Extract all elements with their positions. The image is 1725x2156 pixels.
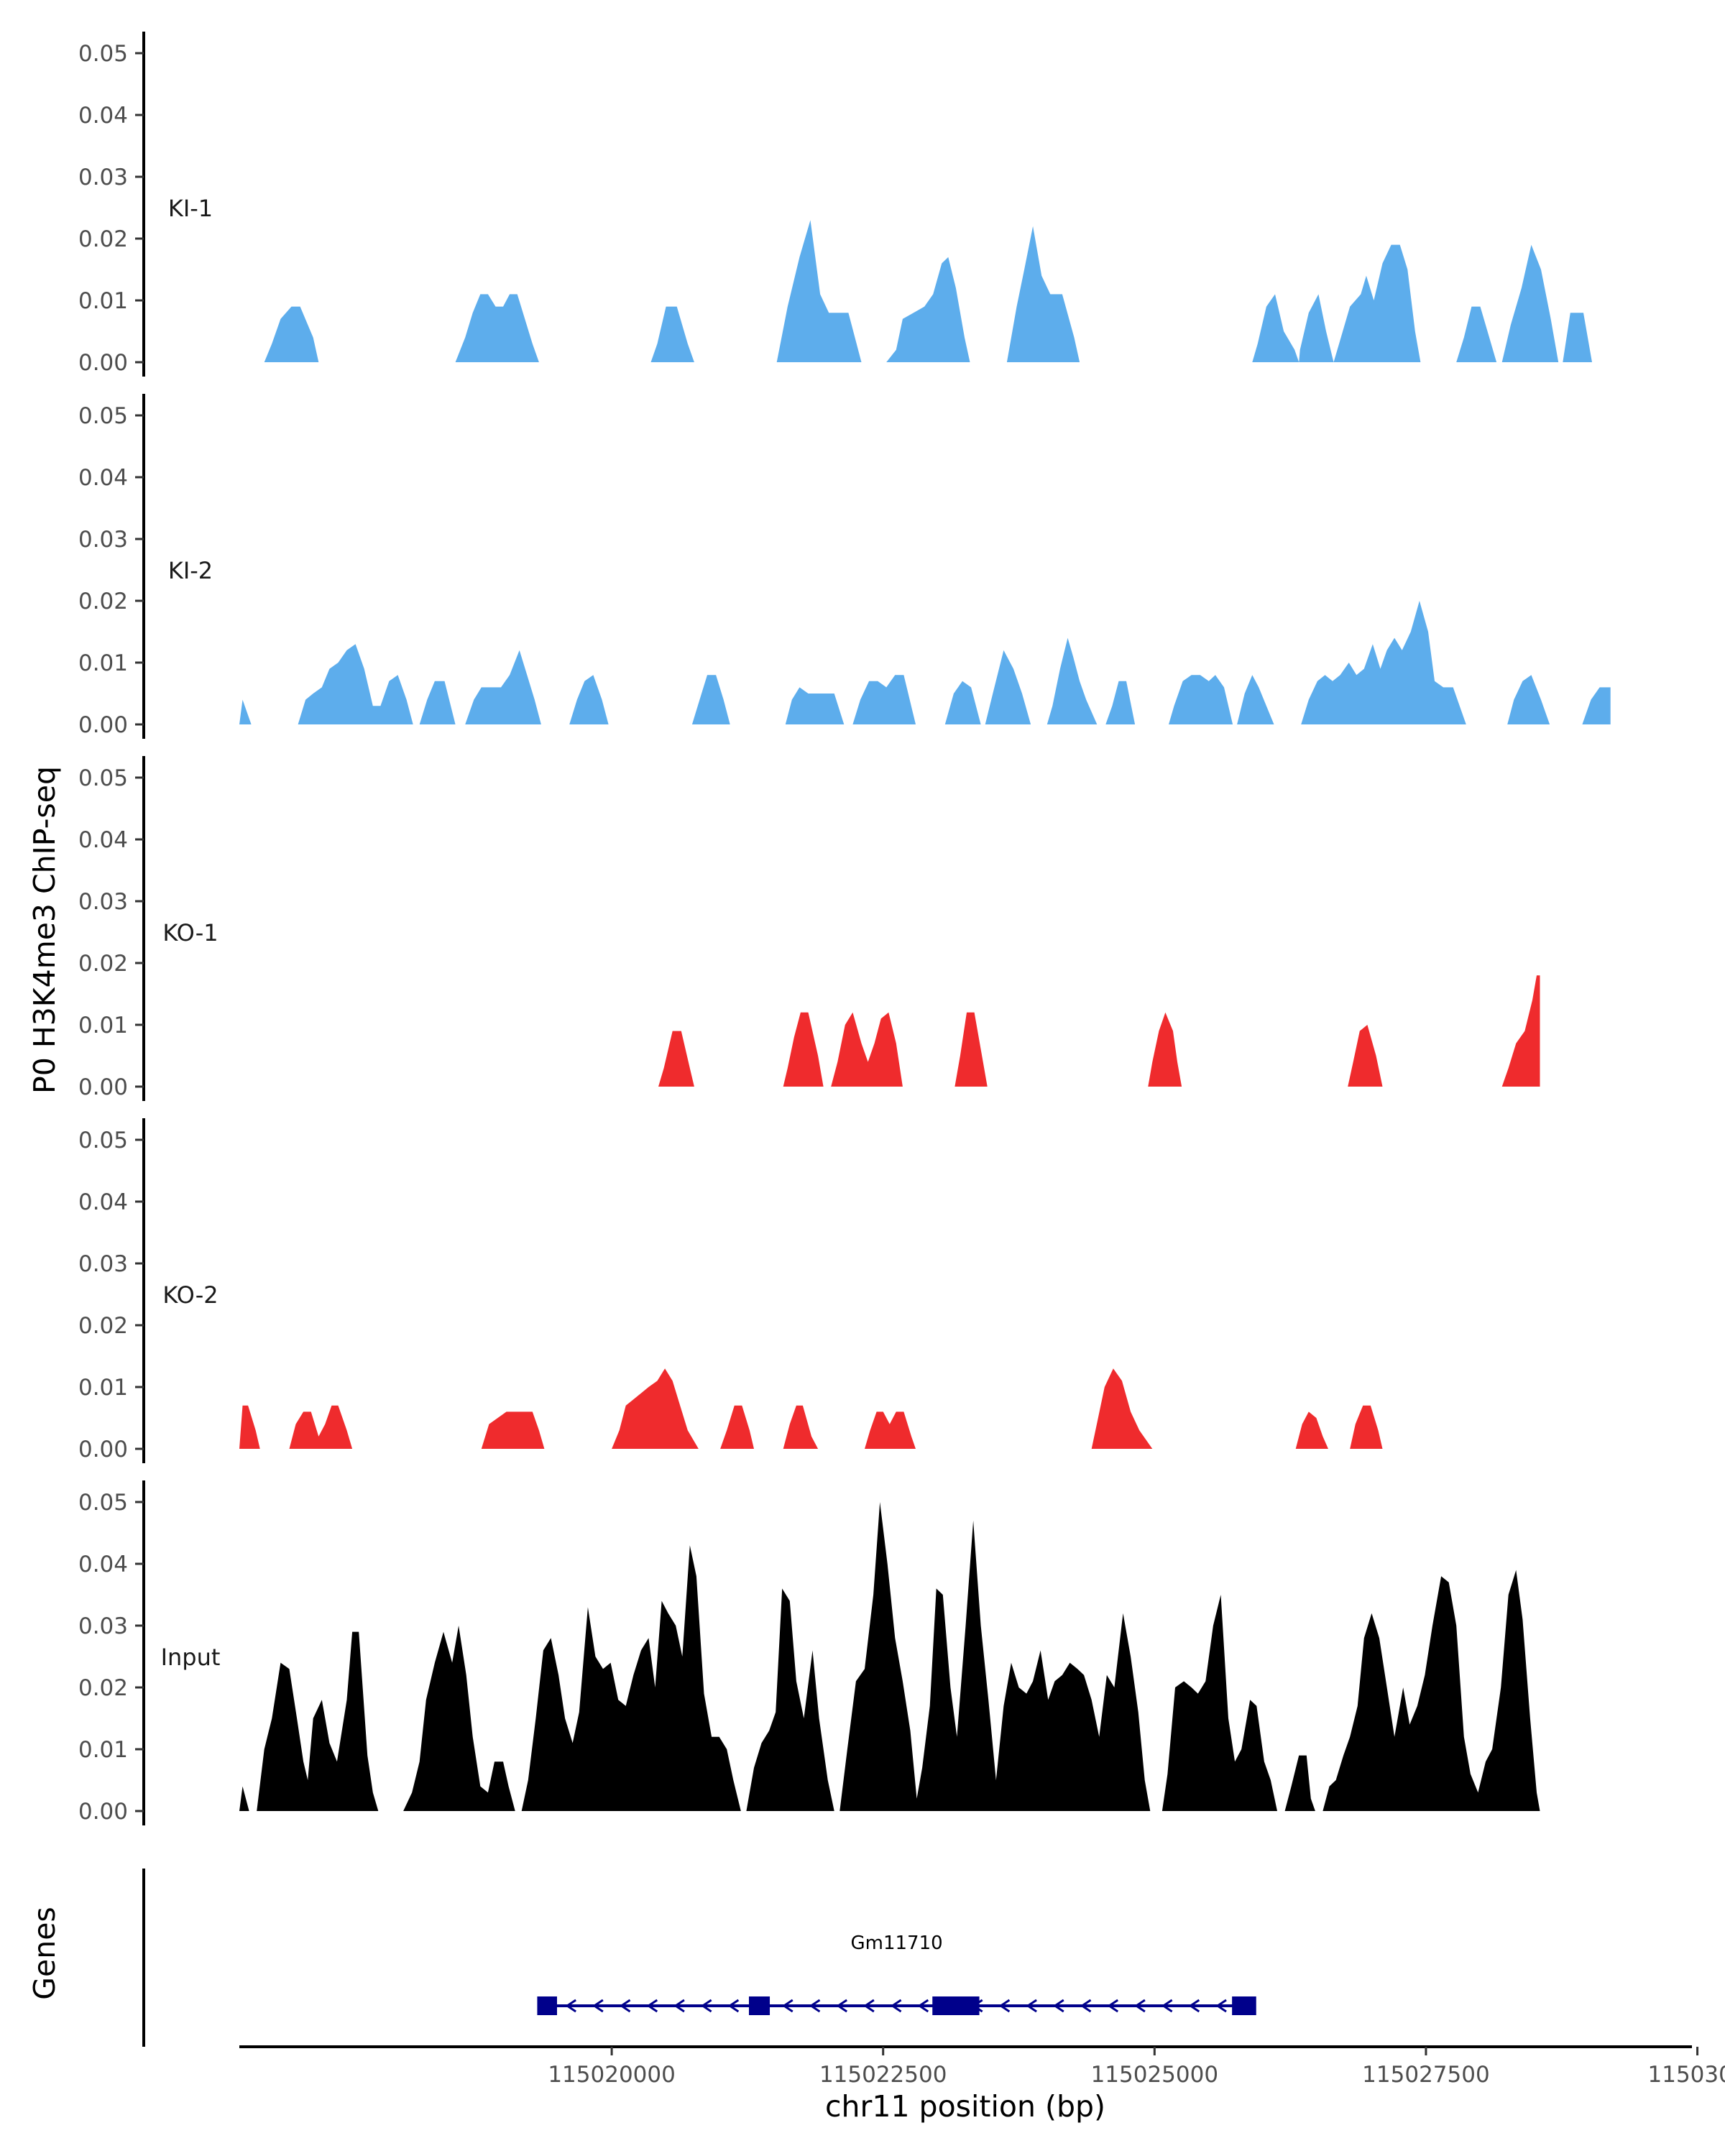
y-tick-label-ki-2-2: 0.02 (78, 589, 128, 614)
y-tick-label-ki-2-3: 0.03 (78, 527, 128, 553)
y-tick-label-input-2: 0.02 (78, 1675, 128, 1701)
gene-track-label: Genes (27, 1907, 62, 2000)
area-input (239, 1502, 1540, 1811)
track-input: 0.00 0.01 0.02 0.03 0.04 0.05 Input (78, 1480, 1540, 1825)
y-tick-label-ko-1-3: 0.03 (78, 889, 128, 915)
gene-strand-arrow (673, 1999, 685, 2013)
x-tick-label-4: 1150300 (1648, 2062, 1725, 2088)
x-axis-title: chr11 position (bp) (825, 2089, 1105, 2124)
y-tick-label-input-4: 0.04 (78, 1552, 128, 1577)
track-label-ko-2: KO-2 (162, 1281, 218, 1309)
x-tick-label-2: 115025000 (1091, 2062, 1219, 2088)
gene-strand-arrow (1107, 1999, 1119, 2013)
track-label-ko-1: KO-1 (162, 919, 218, 946)
gene-strand-arrow (1215, 1999, 1227, 2013)
y-tick-label-ko-1-2: 0.02 (78, 951, 128, 977)
gene-strand-arrow (809, 1999, 821, 2013)
gene-exon-1 (748, 1996, 770, 2015)
x-axis: 115020000 115022500 115025000 115027500 1150… (239, 2045, 1725, 2124)
x-tick-label-1: 115022500 (819, 2062, 947, 2088)
y-axis-title: P0 H3K4me3 ChIP-seq (27, 766, 62, 1094)
y-tick-label-ki-1-0: 0.00 (78, 350, 128, 376)
y-tick-label-ki-2-4: 0.04 (78, 465, 128, 491)
y-tick-label-ko-2-0: 0.00 (78, 1437, 128, 1462)
y-tick-label-ko-2-1: 0.01 (78, 1375, 128, 1401)
gene-exon-2 (932, 1996, 980, 2015)
y-tick-label-ki-2-5: 0.05 (78, 403, 128, 429)
gene-exon-3 (1232, 1996, 1256, 2015)
gene-strand-arrow (1080, 1999, 1092, 2013)
gene-track: Genes Gm11710 (27, 1869, 1256, 2047)
y-tick-label-input-1: 0.01 (78, 1737, 128, 1763)
gene-strand-arrow (1053, 1999, 1064, 2013)
area-ki-2 (239, 601, 1611, 724)
track-ko-1: 0.00 0.01 0.02 0.03 0.04 0.05 KO-1 (78, 756, 1540, 1101)
y-tick-label-ki-1-5: 0.05 (78, 41, 128, 67)
gene-strand-arrow (619, 1999, 631, 2013)
track-ki-1: 0.00 0.01 0.02 0.03 0.04 0.05 KI-1 (78, 32, 1593, 377)
gene-strand-arrow (1188, 1999, 1200, 2013)
y-tick-label-ko-1-4: 0.04 (78, 827, 128, 853)
gene-strand-arrow (727, 1999, 740, 2013)
y-tick-label-ko-2-3: 0.03 (78, 1251, 128, 1277)
gene-strand-arrow (782, 1999, 794, 2013)
track-ki-2: 0.00 0.01 0.02 0.03 0.04 0.05 KI-2 (78, 394, 1611, 739)
gene-name-label: Gm11710 (850, 1932, 942, 1954)
gene-strand-arrow (1134, 1999, 1146, 2013)
x-tick-label-3: 115027500 (1362, 2062, 1490, 2088)
y-tick-label-input-0: 0.00 (78, 1799, 128, 1825)
gene-strand-arrow (592, 1999, 604, 2013)
y-tick-label-ko-1-0: 0.00 (78, 1074, 128, 1100)
y-tick-label-ko-2-5: 0.05 (78, 1128, 128, 1153)
y-tick-label-ki-1-2: 0.02 (78, 226, 128, 252)
x-ticks: 115020000 115022500 115025000 115027500 1150… (548, 2047, 1725, 2088)
gene-strand-arrow (998, 1999, 1011, 2013)
y-tick-label-input-5: 0.05 (78, 1490, 128, 1516)
area-ko-2 (239, 1368, 1383, 1449)
gene-strand-arrow (863, 1999, 875, 2013)
y-tick-label-ko-1-1: 0.01 (78, 1013, 128, 1038)
y-tick-label-ki-2-0: 0.00 (78, 712, 128, 738)
x-tick-label-0: 115020000 (548, 2062, 676, 2088)
gene-strand-arrow (1026, 1999, 1037, 2013)
y-tick-label-ko-2-2: 0.02 (78, 1313, 128, 1339)
track-label-ki-1: KI-1 (168, 195, 213, 222)
area-ko-1 (658, 975, 1540, 1087)
y-tick-label-ko-2-4: 0.04 (78, 1189, 128, 1215)
gene-strand-arrow (890, 1999, 902, 2013)
track-ko-2: 0.00 0.01 0.02 0.03 0.04 0.05 KO-2 (78, 1118, 1383, 1463)
track-label-input: Input (161, 1644, 221, 1671)
y-tick-label-input-3: 0.03 (78, 1613, 128, 1639)
gene-strand-arrow (917, 1999, 929, 2013)
area-ki-1 (253, 220, 1593, 362)
track-label-ki-2: KI-2 (168, 557, 213, 584)
gene-exon-0 (537, 1996, 557, 2015)
y-tick-label-ki-2-1: 0.01 (78, 650, 128, 676)
gene-strand-arrow (836, 1999, 848, 2013)
y-tick-label-ki-1-3: 0.03 (78, 165, 128, 190)
gene-strand-arrow (700, 1999, 712, 2013)
y-tick-label-ko-1-5: 0.05 (78, 765, 128, 791)
gene-strand-arrow (1161, 1999, 1173, 2013)
y-tick-label-ki-1-1: 0.01 (78, 288, 128, 314)
gene-strand-arrow (646, 1999, 658, 2013)
gene-model (537, 1996, 1256, 2015)
signal-tracks: 0.00 0.01 0.02 0.03 0.04 0.05 KI-1 0.00 0.01 0.02… (78, 32, 1611, 1825)
gene-strand-arrow (565, 1999, 576, 2013)
y-tick-label-ki-1-4: 0.04 (78, 103, 128, 129)
